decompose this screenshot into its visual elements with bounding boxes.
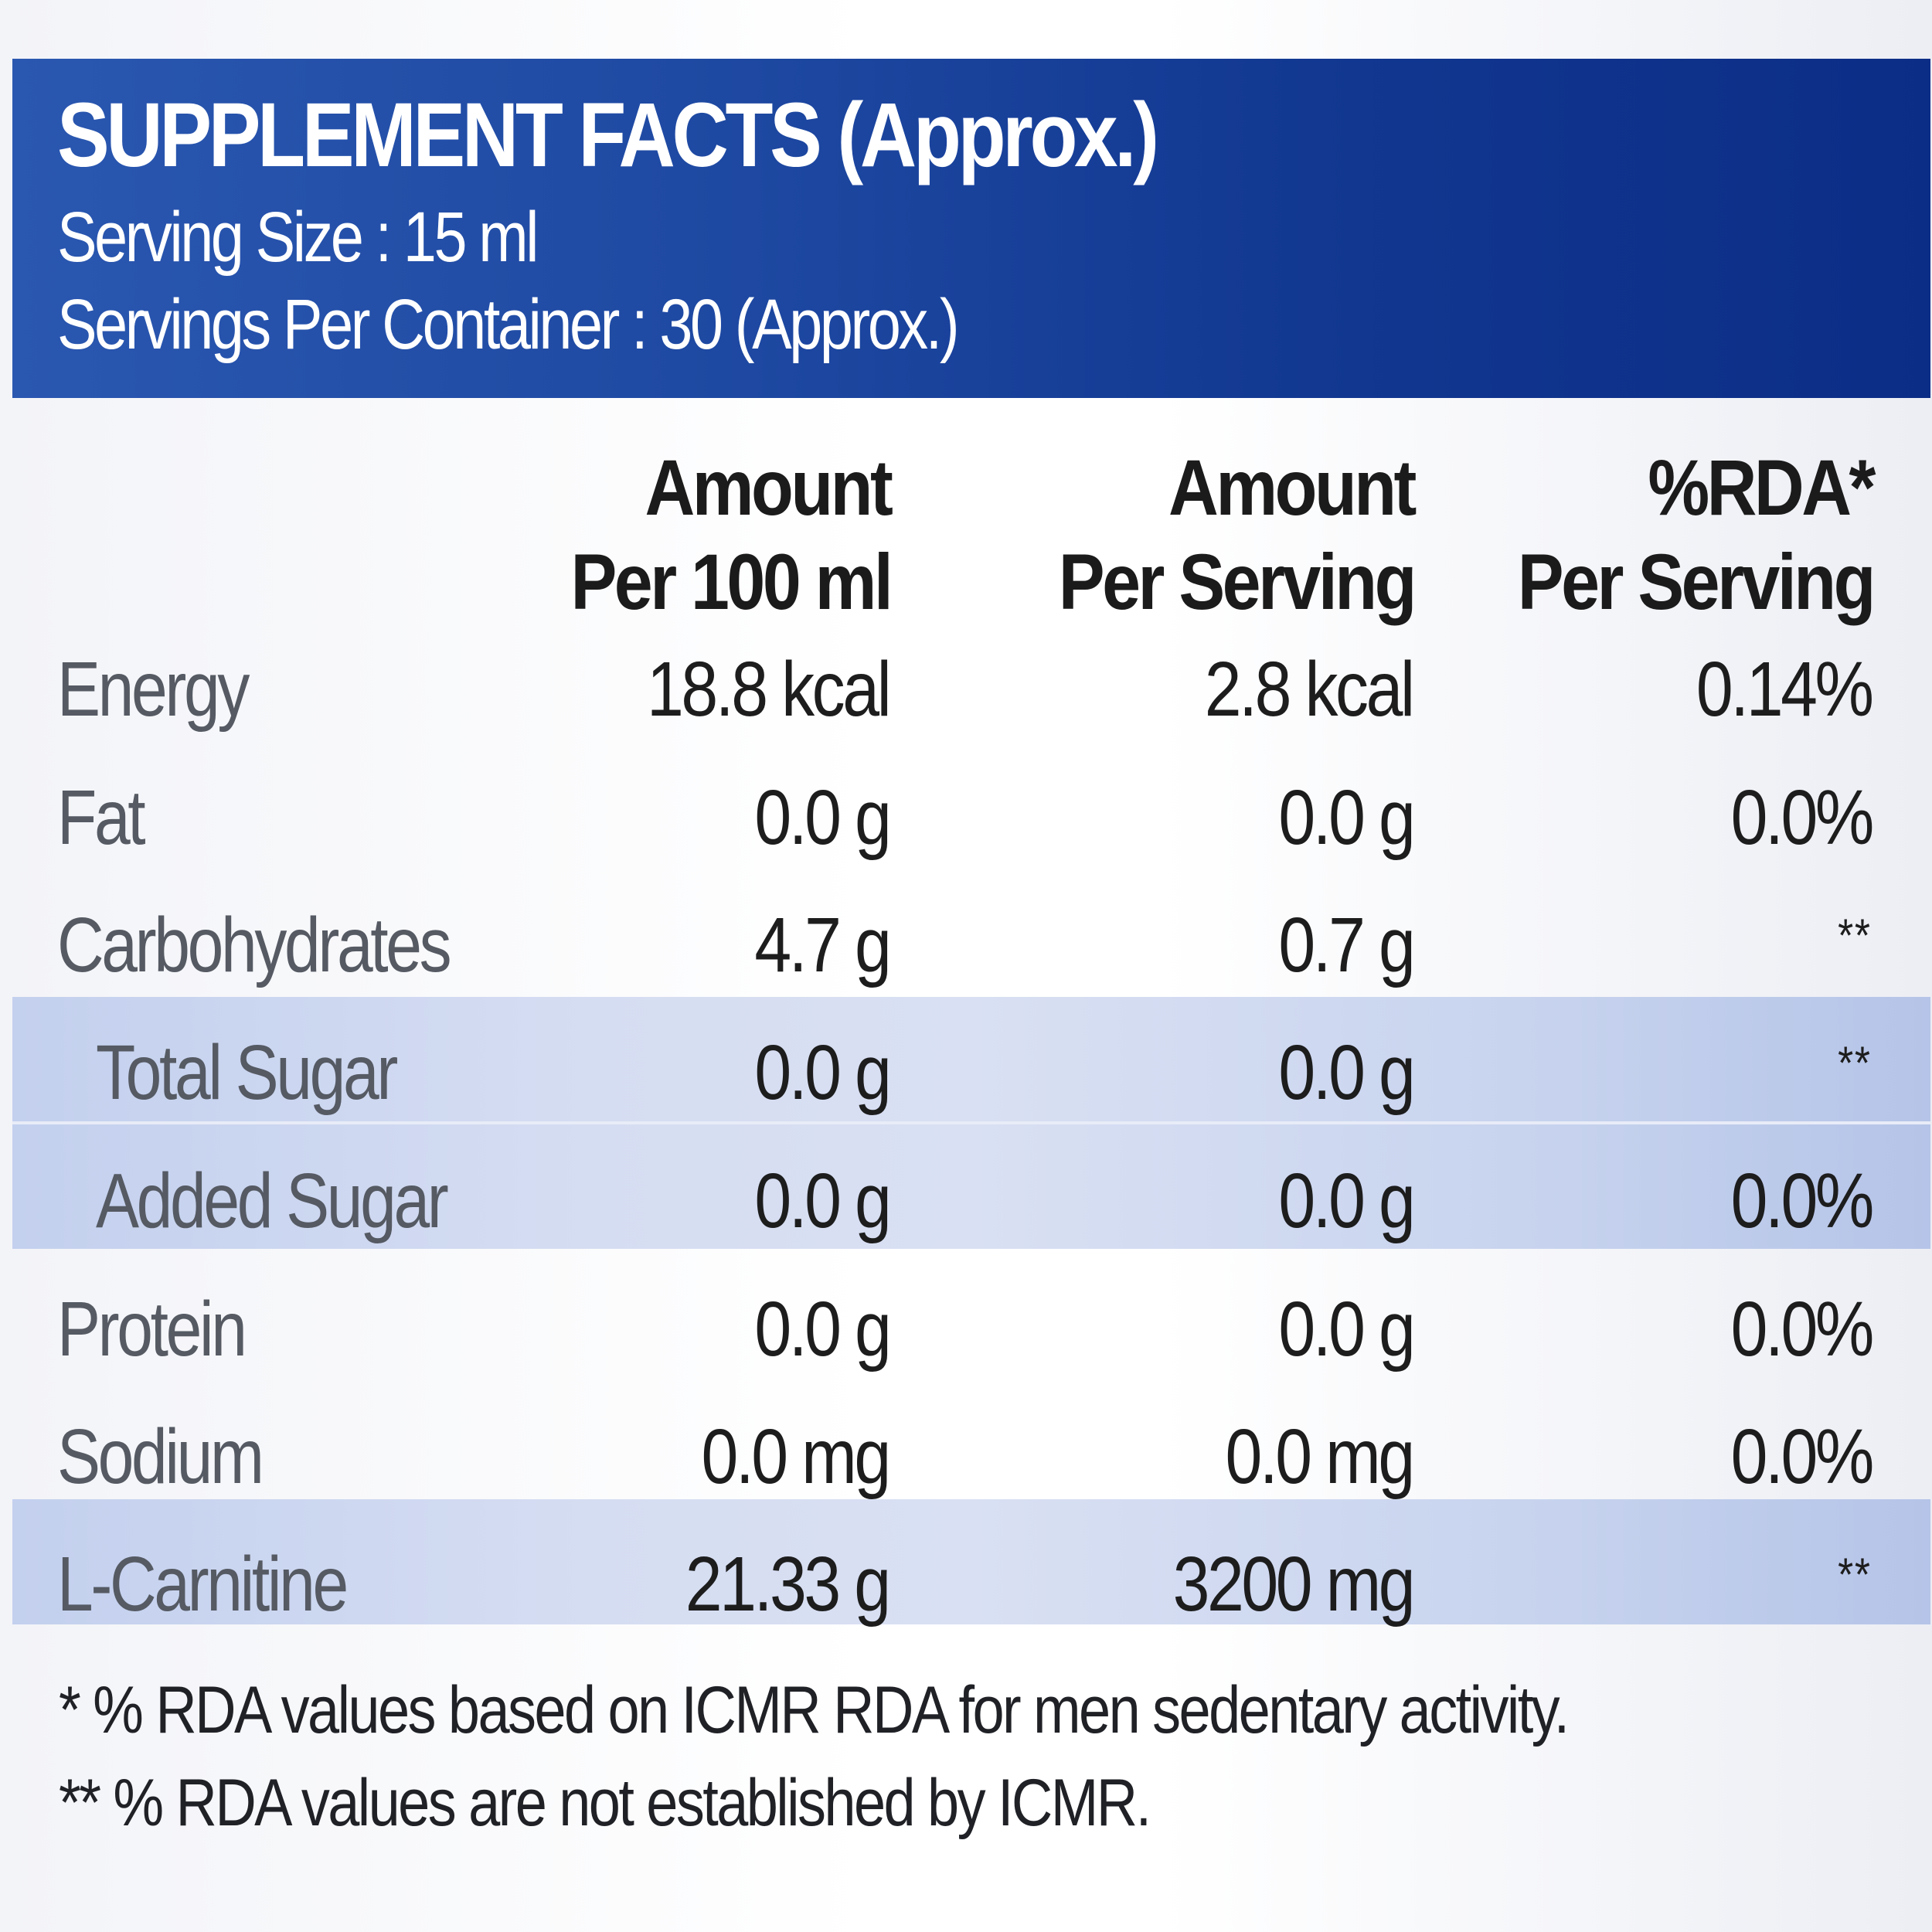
rda-per-serving: 0.0% [1730, 1158, 1875, 1244]
column-header-per-serving: Amount Per Serving [1058, 444, 1417, 626]
nutrient-row-carbohydrates: Carbohydrates 4.7 g 0.7 g ** [0, 906, 1932, 999]
column-header-line2: Per Serving [1517, 538, 1876, 626]
footnote-rda-not-established: ** % RDA values are not established by I… [59, 1766, 1151, 1840]
amount-per-100ml: 0.0 mg [701, 1413, 892, 1500]
nutrient-name: Sodium [57, 1413, 264, 1500]
rda-per-serving: 0.0% [1730, 1413, 1875, 1500]
nutrient-row-added-sugar: Added Sugar 0.0 g 0.0 g 0.0% [0, 1162, 1932, 1255]
amount-per-serving: 0.7 g [1277, 902, 1416, 988]
rda-per-serving: ** [1838, 910, 1872, 961]
amount-per-100ml: 0.0 g [753, 1286, 892, 1372]
nutrient-name: Carbohydrates [57, 902, 452, 988]
amount-per-100ml: 18.8 kcal [646, 646, 892, 733]
amount-per-100ml: 0.0 g [753, 774, 892, 861]
facts-title: SUPPLEMENT FACTS (Approx.) [57, 84, 1159, 186]
column-header-per-100ml: Amount Per 100 ml [570, 444, 893, 626]
rda-per-serving: 0.14% [1696, 646, 1874, 733]
rda-per-serving: 0.0% [1730, 774, 1875, 861]
nutrient-row-l-carnitine: L-Carnitine 21.33 g 3200 mg ** [0, 1546, 1932, 1638]
amount-per-serving: 2.8 kcal [1205, 646, 1415, 733]
nutrient-name: Protein [57, 1286, 247, 1372]
column-header-line2: Per Serving [1058, 538, 1417, 626]
nutrient-name: Total Sugar [96, 1029, 398, 1116]
nutrient-name: Added Sugar [96, 1158, 449, 1244]
column-header-rda: %RDA* Per Serving [1517, 444, 1876, 626]
amount-per-100ml: 0.0 g [753, 1029, 892, 1116]
nutrient-name: L-Carnitine [57, 1541, 349, 1628]
amount-per-serving: 0.0 mg [1225, 1413, 1416, 1500]
column-header-line1: Amount [645, 444, 893, 532]
column-header-line2: Per 100 ml [570, 538, 893, 626]
rda-per-serving: ** [1838, 1549, 1872, 1600]
nutrient-row-fat: Fat 0.0 g 0.0 g 0.0% [0, 779, 1932, 872]
servings-per-container: Servings Per Container : 30 (Approx.) [57, 285, 960, 364]
amount-per-100ml: 0.0 g [753, 1158, 892, 1244]
nutrient-name: Fat [57, 774, 146, 861]
amount-per-serving: 0.0 g [1277, 774, 1416, 861]
amount-per-serving: 3200 mg [1172, 1541, 1415, 1628]
column-header-line1: Amount [1168, 444, 1417, 532]
nutrient-row-protein: Protein 0.0 g 0.0 g 0.0% [0, 1291, 1932, 1383]
rda-per-serving: ** [1838, 1037, 1872, 1089]
amount-per-serving: 0.0 g [1277, 1029, 1416, 1116]
nutrient-row-energy: Energy 18.8 kcal 2.8 kcal 0.14% [0, 651, 1932, 743]
amount-per-100ml: 4.7 g [753, 902, 892, 988]
serving-size: Serving Size : 15 ml [57, 198, 539, 277]
amount-per-serving: 0.0 g [1277, 1158, 1416, 1244]
footnote-rda-basis: * % RDA values based on ICMR RDA for men… [59, 1673, 1570, 1747]
nutrient-name: Energy [57, 646, 250, 733]
nutrient-row-total-sugar: Total Sugar 0.0 g 0.0 g ** [0, 1034, 1932, 1127]
rda-per-serving: 0.0% [1730, 1286, 1875, 1372]
carnitine-highlight-band [12, 1499, 1930, 1624]
column-header-line1: %RDA* [1648, 444, 1876, 532]
nutrient-row-sodium: Sodium 0.0 mg 0.0 mg 0.0% [0, 1418, 1932, 1511]
facts-header: SUPPLEMENT FACTS (Approx.) Serving Size … [12, 59, 1930, 398]
amount-per-100ml: 21.33 g [685, 1541, 891, 1628]
sugar-highlight-band [12, 997, 1930, 1249]
amount-per-serving: 0.0 g [1277, 1286, 1416, 1372]
band-divider [12, 1121, 1930, 1124]
